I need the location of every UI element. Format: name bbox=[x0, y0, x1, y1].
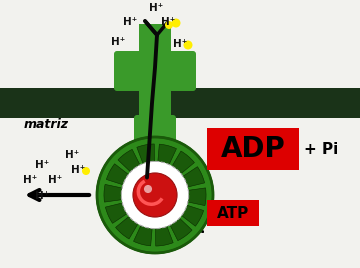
Circle shape bbox=[82, 167, 90, 175]
Text: H⁺: H⁺ bbox=[123, 17, 137, 27]
Wedge shape bbox=[166, 212, 192, 241]
Wedge shape bbox=[176, 167, 204, 189]
Wedge shape bbox=[168, 151, 194, 179]
Circle shape bbox=[171, 18, 180, 28]
Circle shape bbox=[121, 161, 189, 229]
Bar bbox=[139, 24, 171, 54]
Wedge shape bbox=[137, 144, 155, 172]
Wedge shape bbox=[157, 144, 176, 172]
Wedge shape bbox=[105, 201, 134, 223]
Text: + Pi: + Pi bbox=[304, 142, 338, 157]
Wedge shape bbox=[175, 203, 204, 226]
Bar bbox=[139, 86, 171, 120]
Text: H⁺: H⁺ bbox=[111, 37, 125, 47]
Wedge shape bbox=[179, 188, 206, 206]
Wedge shape bbox=[116, 211, 142, 239]
Circle shape bbox=[144, 185, 152, 193]
Text: H⁺: H⁺ bbox=[173, 39, 187, 49]
Wedge shape bbox=[107, 164, 135, 187]
Text: ADP: ADP bbox=[221, 135, 285, 163]
Text: H⁺: H⁺ bbox=[71, 165, 85, 175]
Circle shape bbox=[97, 137, 213, 253]
FancyBboxPatch shape bbox=[114, 51, 196, 91]
Text: matriz: matriz bbox=[23, 118, 68, 132]
Circle shape bbox=[133, 173, 177, 217]
Text: H⁺: H⁺ bbox=[23, 175, 37, 185]
FancyBboxPatch shape bbox=[134, 115, 176, 159]
Bar bbox=[207, 200, 259, 226]
Wedge shape bbox=[156, 218, 173, 246]
Text: H⁺: H⁺ bbox=[48, 175, 62, 185]
Wedge shape bbox=[134, 218, 153, 246]
Bar bbox=[207, 128, 299, 170]
Text: H⁺: H⁺ bbox=[161, 17, 175, 27]
Bar bbox=[0, 88, 360, 118]
Text: H⁺: H⁺ bbox=[65, 150, 79, 160]
Circle shape bbox=[165, 21, 173, 29]
Text: ATP: ATP bbox=[217, 206, 249, 221]
Text: H⁺: H⁺ bbox=[35, 160, 49, 170]
Text: H⁺: H⁺ bbox=[149, 3, 163, 13]
Wedge shape bbox=[104, 184, 131, 202]
Circle shape bbox=[184, 40, 193, 50]
Wedge shape bbox=[118, 149, 144, 178]
Text: H⁺: H⁺ bbox=[35, 191, 49, 201]
